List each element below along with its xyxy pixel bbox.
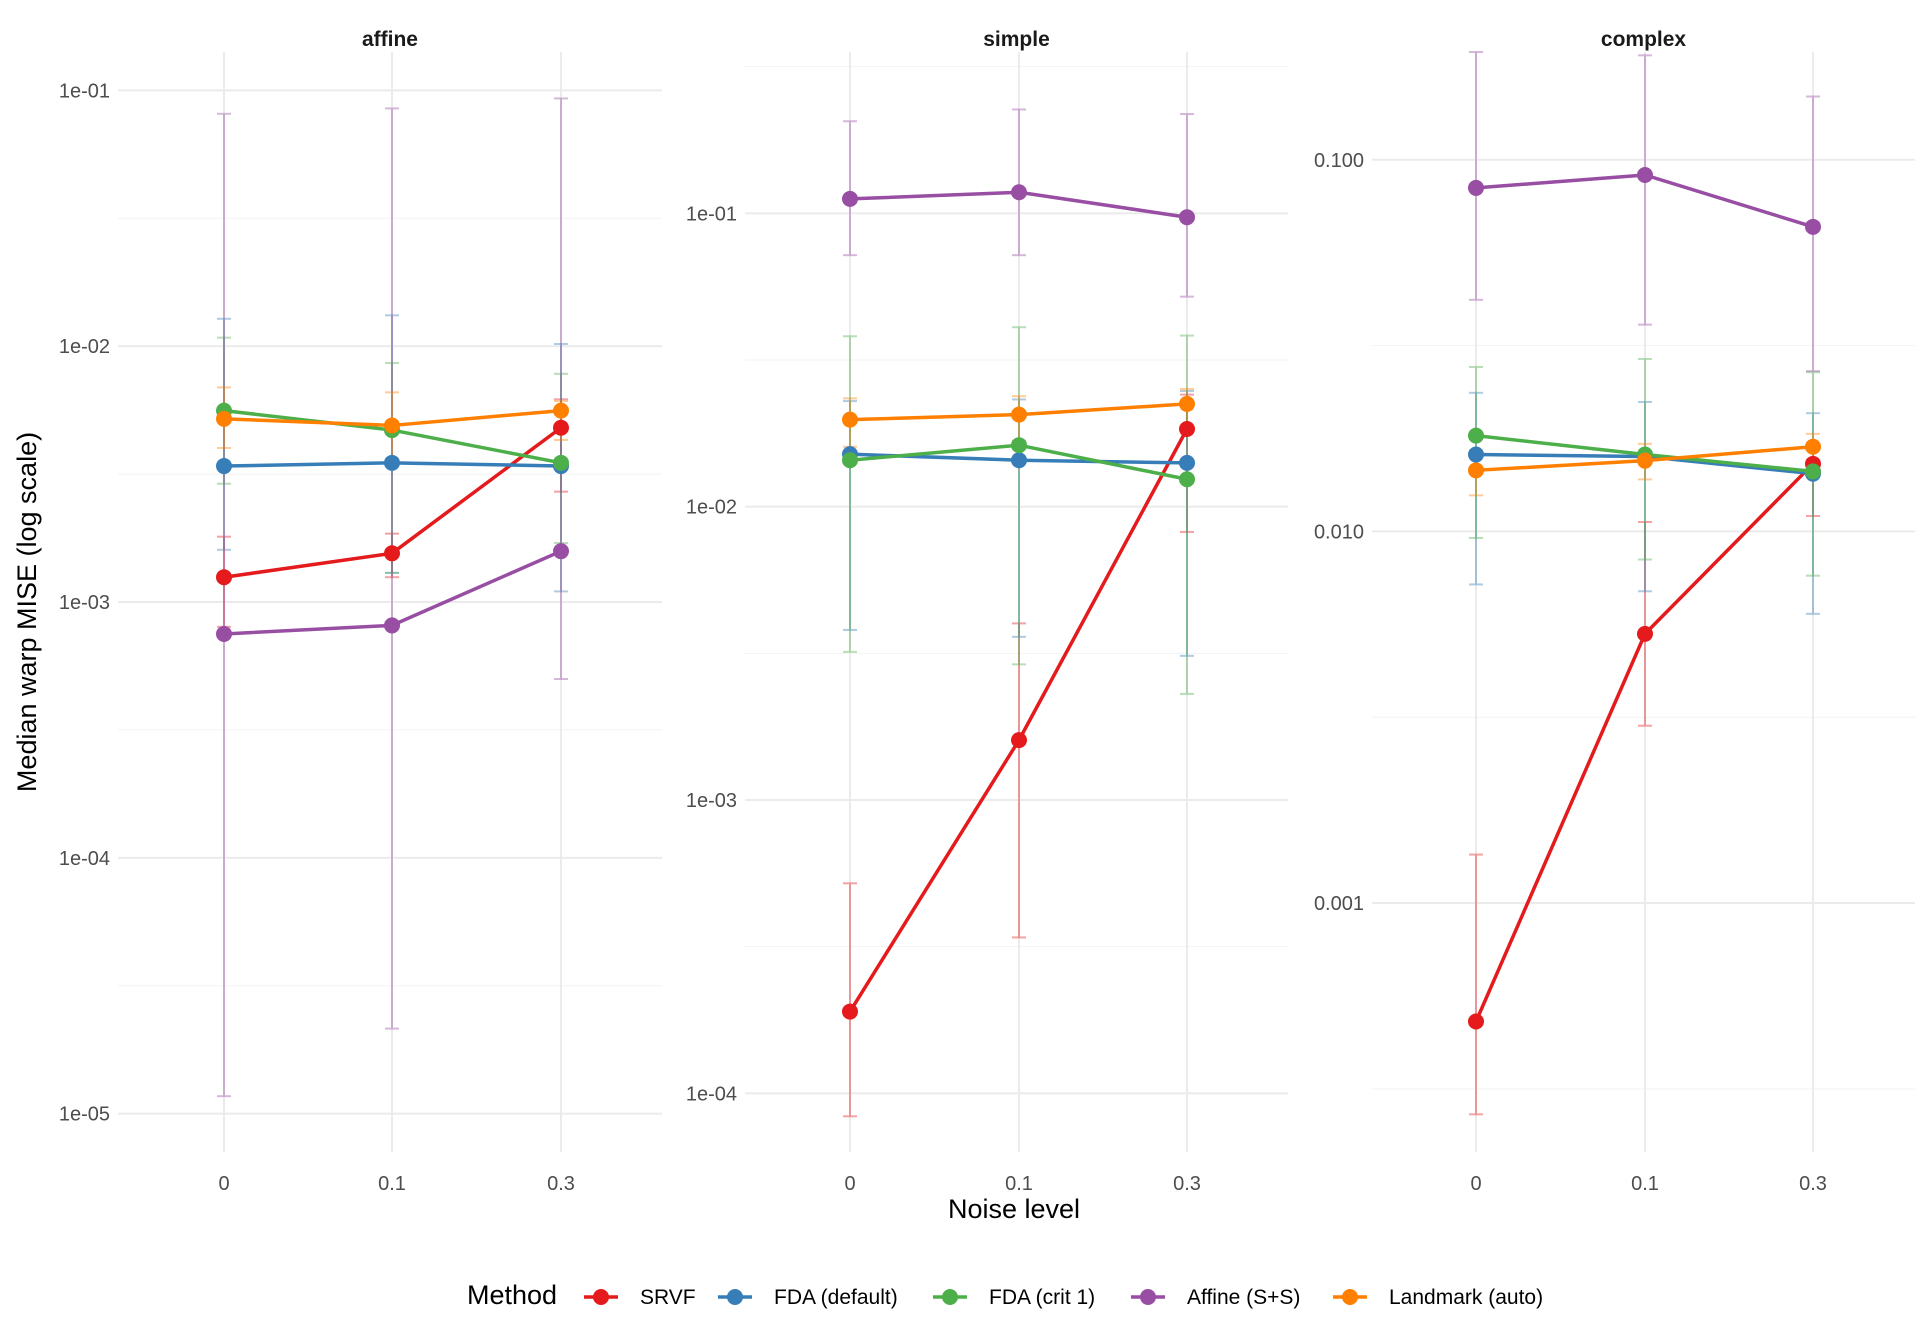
x-tick-label: 0.3 [547, 1173, 575, 1195]
data-point-Landmark (auto) [1805, 438, 1821, 455]
data-point-SRVF [1011, 732, 1027, 749]
legend-key-point [942, 1289, 958, 1305]
legend-entry-SRVF: SRVF [584, 1286, 696, 1309]
x-tick-label: 0.3 [1799, 1173, 1827, 1195]
legend-key-point [1140, 1289, 1156, 1305]
data-point-FDA (default) [1468, 446, 1484, 463]
data-point-Affine (S+S) [1468, 179, 1484, 196]
legend-entry-FDA (default): FDA (default) [718, 1286, 898, 1309]
data-point-SRVF [384, 545, 400, 562]
panel-affine: affine 1e-01 1e-02 1e-03 1e-04 1e-05 0 0.1 0.3 [59, 28, 662, 1195]
data-point-FDA (crit 1) [1011, 437, 1027, 454]
legend-key-point [727, 1289, 743, 1305]
y-tick-label: 0.100 [1314, 150, 1364, 172]
y-tick-label: 1e-03 [59, 592, 110, 614]
legend-key-point [593, 1289, 609, 1305]
x-tick-label: 0 [218, 1173, 229, 1195]
data-point-SRVF [553, 419, 569, 436]
data-point-Landmark (auto) [1468, 462, 1484, 479]
data-point-SRVF [1637, 625, 1653, 642]
legend: Method SRVF FDA (default) FDA (crit 1) Affi… [467, 1280, 1543, 1310]
x-tick-label: 0.1 [378, 1173, 406, 1195]
data-point-Affine (S+S) [553, 543, 569, 560]
panel-title-complex: complex [1601, 28, 1687, 51]
legend-key-point [1342, 1289, 1358, 1305]
legend-label: FDA (default) [774, 1286, 898, 1309]
data-point-FDA (crit 1) [1179, 471, 1195, 488]
errorbars-FDA (default) [843, 389, 1194, 657]
y-tick-label: 1e-04 [59, 848, 110, 870]
data-point-FDA (default) [1011, 452, 1027, 469]
data-point-Landmark (auto) [384, 417, 400, 434]
data-point-Landmark (auto) [1179, 395, 1195, 412]
data-point-Landmark (auto) [842, 411, 858, 428]
x-tick-label: 0.1 [1005, 1173, 1033, 1195]
y-tick-label: 1e-03 [686, 790, 737, 812]
x-tick-label: 0 [1470, 1173, 1481, 1195]
y-tick-label: 1e-02 [59, 336, 110, 358]
data-point-FDA (crit 1) [553, 454, 569, 471]
y-tick-label: 1e-01 [686, 203, 737, 225]
x-tick-label: 0.3 [1173, 1173, 1201, 1195]
data-point-Landmark (auto) [1637, 452, 1653, 469]
data-point-SRVF [842, 1003, 858, 1020]
y-tick-label: 1e-05 [59, 1104, 110, 1126]
data-point-Affine (S+S) [1011, 184, 1027, 201]
x-tick-label: 0.1 [1631, 1173, 1659, 1195]
legend-entry-Affine (S+S): Affine (S+S) [1131, 1286, 1300, 1309]
y-axis-title: Median warp MISE (log scale) [12, 432, 42, 792]
y-tick-label: 1e-02 [686, 497, 737, 519]
legend-title: Method [467, 1280, 557, 1310]
data-point-SRVF [1468, 1013, 1484, 1030]
data-point-Affine (S+S) [1637, 166, 1653, 183]
errorbars-Affine (S+S) [217, 97, 568, 1098]
data-point-Affine (S+S) [384, 617, 400, 634]
x-tick-label: 0 [844, 1173, 855, 1195]
legend-label: SRVF [640, 1286, 696, 1309]
data-point-Landmark (auto) [1011, 406, 1027, 423]
legend-label: FDA (crit 1) [989, 1286, 1095, 1309]
data-point-FDA (default) [216, 458, 232, 475]
y-tick-label: 0.001 [1314, 893, 1364, 915]
data-point-Landmark (auto) [553, 402, 569, 419]
legend-entry-Landmark (auto): Landmark (auto) [1333, 1286, 1543, 1309]
errorbars-Affine (S+S) [843, 108, 1194, 298]
data-point-FDA (crit 1) [842, 452, 858, 469]
data-point-Affine (S+S) [216, 625, 232, 642]
data-point-FDA (default) [1179, 454, 1195, 471]
data-point-FDA (default) [384, 454, 400, 471]
panel-complex: complex 0.100 0.010 0.001 0 0.1 0.3 [1314, 28, 1915, 1195]
y-tick-label: 0.010 [1314, 521, 1364, 543]
data-point-Affine (S+S) [842, 190, 858, 207]
data-point-SRVF [216, 569, 232, 586]
data-point-Affine (S+S) [1805, 218, 1821, 235]
panel-title-simple: simple [983, 28, 1050, 51]
y-tick-label: 1e-04 [686, 1083, 737, 1105]
data-point-FDA (crit 1) [1805, 463, 1821, 480]
legend-entry-FDA (crit 1): FDA (crit 1) [933, 1286, 1095, 1309]
legend-label: Affine (S+S) [1187, 1286, 1300, 1309]
panel-simple: simple 1e-01 1e-02 1e-03 1e-04 0 0.1 0.3 [686, 28, 1288, 1195]
x-axis-title: Noise level [948, 1194, 1080, 1224]
legend-label: Landmark (auto) [1389, 1286, 1543, 1309]
y-tick-label: 1e-01 [59, 80, 110, 102]
errorbars-FDA (crit 1) [843, 326, 1194, 695]
data-point-SRVF [1179, 420, 1195, 437]
errorbars-SRVF [843, 393, 1194, 1118]
data-point-Affine (S+S) [1179, 209, 1195, 226]
data-point-Landmark (auto) [216, 410, 232, 427]
panel-title-affine: affine [362, 28, 418, 51]
data-point-FDA (crit 1) [1468, 427, 1484, 444]
